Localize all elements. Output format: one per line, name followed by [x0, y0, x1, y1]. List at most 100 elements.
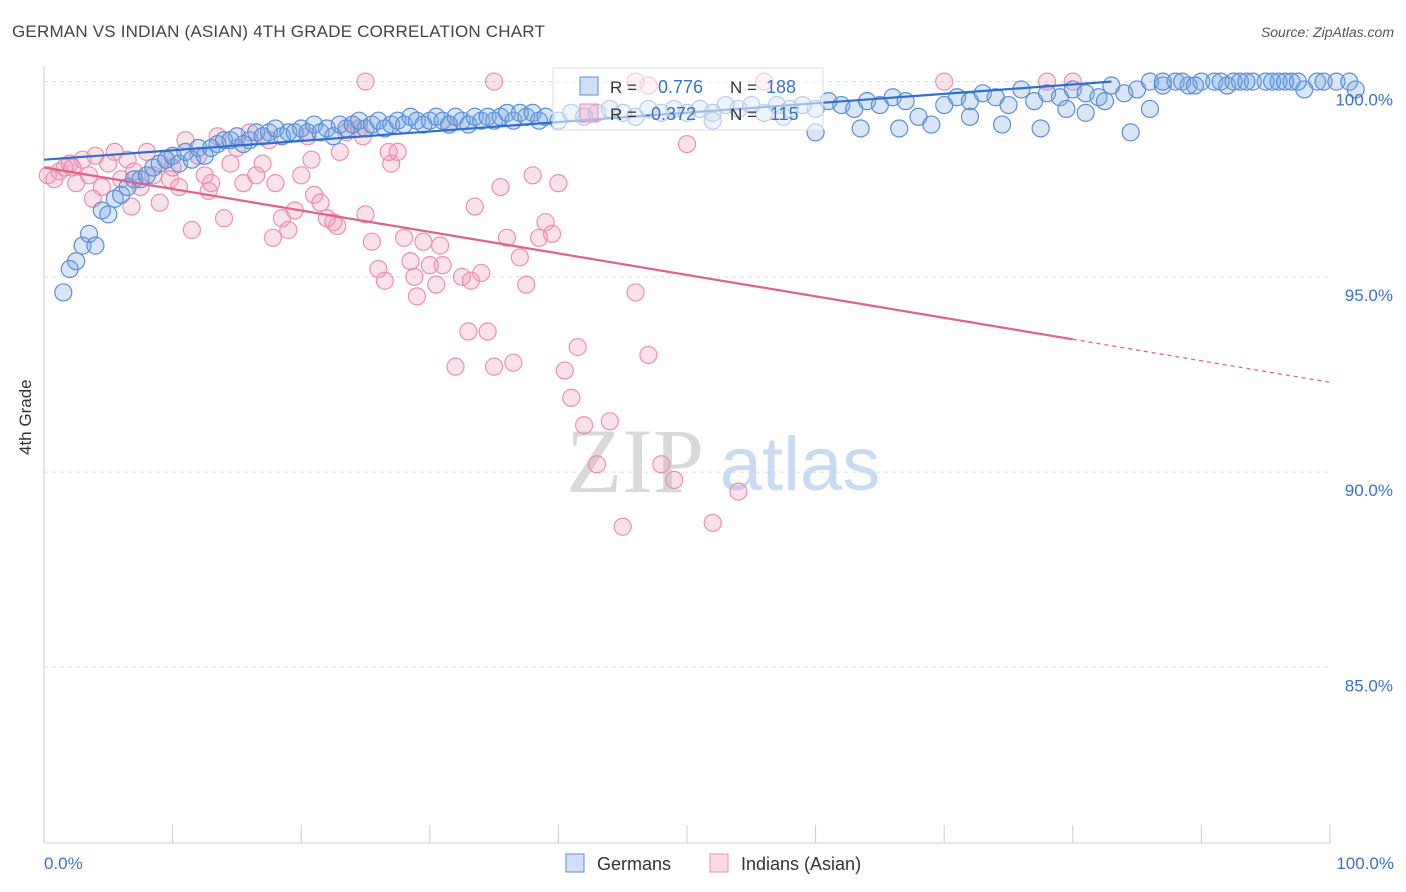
- y-tick-labels: 100.0% 95.0% 90.0% 85.0%: [1335, 91, 1393, 696]
- trend-line-indians-extrapolated: [1072, 338, 1331, 383]
- data-point: [279, 220, 298, 240]
- x-tick-label-min: 0.0%: [44, 854, 83, 873]
- data-point: [459, 322, 478, 341]
- data-point: [330, 142, 349, 161]
- data-point: [575, 416, 594, 435]
- data-point: [555, 361, 574, 380]
- data-point: [626, 283, 645, 302]
- data-point: [414, 232, 433, 251]
- data-point: [420, 256, 439, 275]
- data-point: [86, 236, 105, 255]
- data-point: [73, 236, 92, 255]
- data-point: [703, 513, 722, 532]
- data-point: [1095, 92, 1115, 111]
- data-point: [652, 455, 671, 474]
- data-point: [851, 119, 870, 138]
- data-point: [478, 322, 497, 341]
- data-point: [549, 174, 568, 193]
- bottom-legend: Germans Indians (Asian): [565, 853, 861, 874]
- stats-germans-swatch: [579, 76, 599, 96]
- data-point: [890, 119, 909, 138]
- data-point: [1153, 72, 1172, 91]
- stats-germans-r-label: R =: [610, 78, 637, 97]
- data-point: [729, 482, 748, 501]
- stats-indians-r-label: R =: [610, 105, 637, 124]
- data-point: [613, 517, 632, 536]
- data-point: [1327, 72, 1346, 91]
- stats-indians-r-value: -0.372: [645, 104, 696, 124]
- stats-legend: R = 0.776 N = 188 R = -0.372 N = 115: [552, 67, 824, 131]
- data-point: [362, 232, 382, 251]
- data-point: [497, 228, 517, 247]
- data-point: [446, 357, 465, 376]
- data-point: [302, 150, 321, 169]
- data-point: [394, 228, 414, 247]
- data-point: [1308, 72, 1327, 91]
- data-point: [1288, 72, 1307, 91]
- data-point: [935, 72, 954, 91]
- data-point: [960, 107, 980, 126]
- y-tick-label: 90.0%: [1345, 481, 1393, 500]
- data-point: [504, 353, 523, 372]
- data-point: [54, 283, 73, 302]
- data-point: [356, 205, 375, 224]
- data-point: [99, 205, 118, 224]
- data-point: [433, 256, 452, 275]
- trend-line-indians: [43, 166, 1073, 341]
- data-point: [379, 142, 398, 161]
- data-point: [263, 228, 283, 247]
- data-point: [1140, 99, 1160, 119]
- data-point: [1211, 72, 1230, 91]
- data-point: [1243, 72, 1262, 91]
- data-point: [369, 259, 388, 279]
- stats-germans-n-label: N =: [730, 78, 757, 97]
- data-point: [266, 174, 285, 193]
- data-point: [922, 115, 941, 134]
- data-point: [999, 95, 1018, 115]
- data-point: [221, 154, 240, 173]
- x-tick-label-max: 100.0%: [1336, 854, 1394, 873]
- data-point: [1237, 72, 1256, 91]
- data-point: [67, 252, 86, 271]
- chart-title: GERMAN VS INDIAN (ASIAN) 4TH GRADE CORRE…: [12, 22, 546, 41]
- y-tick-label: 85.0%: [1345, 676, 1393, 695]
- data-point: [122, 197, 141, 216]
- data-point: [452, 267, 472, 286]
- data-point: [677, 134, 697, 154]
- data-point: [517, 275, 536, 294]
- data-point: [247, 166, 266, 185]
- legend-indians-swatch: [709, 853, 729, 873]
- data-point: [491, 177, 510, 197]
- data-point: [536, 213, 555, 232]
- data-point: [587, 455, 607, 474]
- data-point: [600, 412, 619, 431]
- data-point: [510, 248, 529, 267]
- data-point: [1076, 103, 1095, 122]
- data-point: [1185, 76, 1205, 95]
- data-point: [427, 275, 446, 294]
- chart-source: Source: ZipAtlas.com: [1260, 24, 1394, 40]
- data-point: [1057, 99, 1076, 119]
- data-point: [485, 72, 504, 91]
- data-point: [465, 197, 484, 216]
- stats-germans-n-value: 188: [766, 77, 796, 97]
- data-point: [292, 166, 311, 185]
- legend-germans-swatch: [565, 853, 585, 873]
- data-point: [665, 470, 684, 489]
- data-point: [214, 209, 234, 228]
- data-point: [461, 271, 481, 290]
- data-point: [1263, 72, 1282, 91]
- legend-indians-label: Indians (Asian): [741, 854, 861, 874]
- data-point: [992, 115, 1012, 134]
- data-point: [562, 388, 581, 407]
- data-point: [356, 72, 375, 91]
- data-point: [407, 287, 427, 306]
- data-point: [1275, 72, 1295, 91]
- data-point: [1224, 72, 1243, 91]
- data-point: [1230, 72, 1250, 91]
- data-point: [1346, 80, 1365, 99]
- data-point: [79, 224, 99, 243]
- data-point: [405, 267, 424, 286]
- stats-indians-swatch: [579, 103, 599, 123]
